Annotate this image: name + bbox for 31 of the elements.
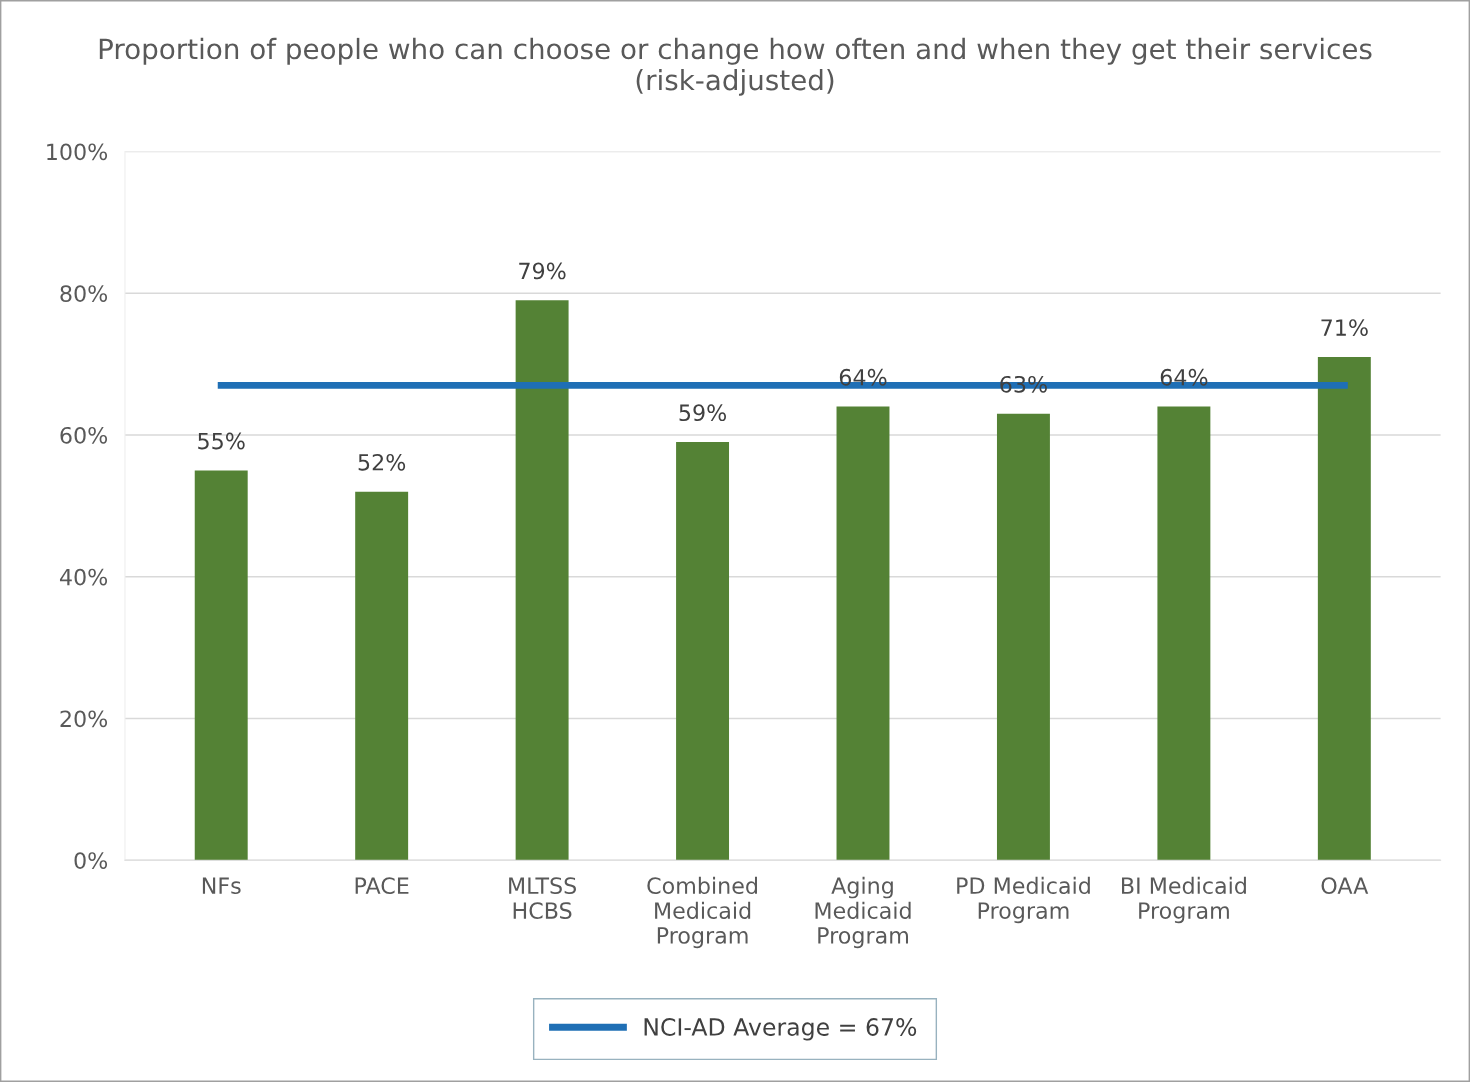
x-tick-label: MLTSS HCBS <box>509 877 577 919</box>
chart-title: Proportion of people who can choose or change how often and when they get their services (risk-adjusted) <box>99 37 1372 96</box>
bar <box>996 413 1050 861</box>
data-label: 64% <box>1160 368 1208 386</box>
y-tick-label: 100% <box>47 143 108 161</box>
data-label: 59% <box>679 404 727 422</box>
data-label: 79% <box>519 262 566 280</box>
bar <box>355 491 409 861</box>
data-label: 55% <box>198 432 245 450</box>
x-tick-label: BI Medicaid Program <box>1122 876 1246 924</box>
bar <box>515 300 569 861</box>
data-label: 52% <box>358 453 406 471</box>
x-tick-label: Aging Medicaid Program <box>815 876 911 949</box>
y-tick-label: 20% <box>60 710 108 728</box>
x-tick-label: PACE <box>355 877 409 895</box>
bar <box>676 442 730 861</box>
data-label: 71% <box>1321 319 1368 337</box>
bar <box>194 470 248 861</box>
legend-label: NCI-AD Average = 67% <box>644 1018 917 1041</box>
y-tick-label: 80% <box>60 285 108 302</box>
x-tick-label: NFs <box>202 877 241 895</box>
bar <box>836 406 890 861</box>
y-tick-label: 40% <box>59 568 108 586</box>
bar <box>1317 357 1371 861</box>
y-tick-label: 60% <box>60 426 108 444</box>
x-tick-label: PD Medicaid Program <box>957 876 1090 924</box>
y-tick-label: 0% <box>74 852 108 869</box>
x-tick-label: OAA <box>1321 877 1369 895</box>
x-tick-label: Combined Medicaid Program <box>647 876 757 949</box>
bar <box>1157 406 1211 861</box>
data-label: 64% <box>839 368 887 386</box>
